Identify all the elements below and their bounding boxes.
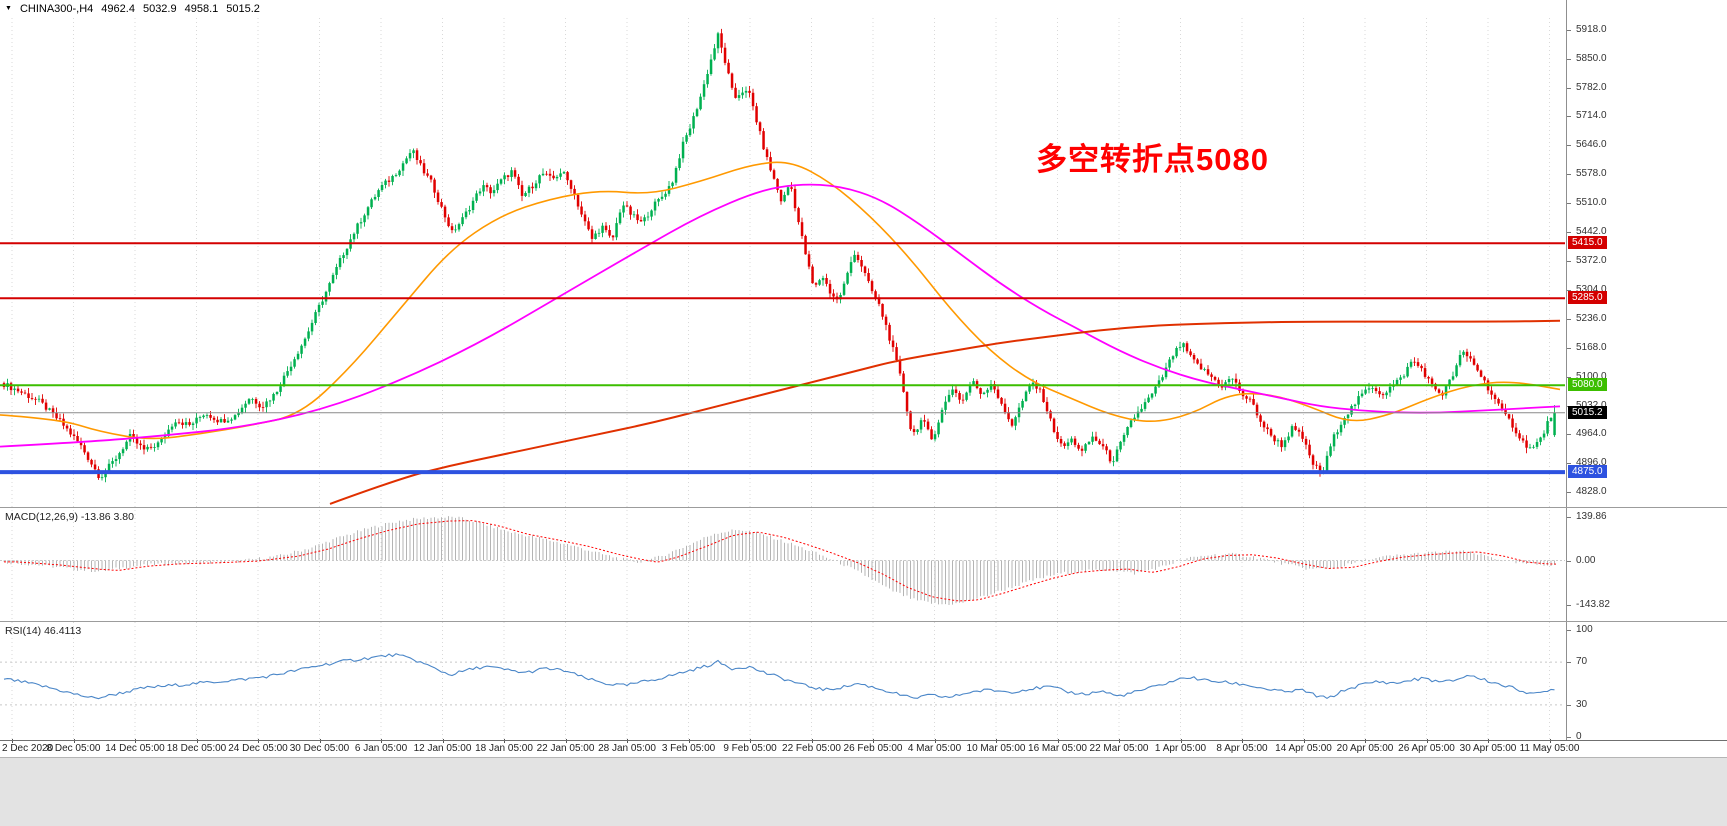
price-axis-label: 5100.0 — [1576, 371, 1607, 382]
ohlc-high: 5032.9 — [142, 3, 177, 15]
time-axis-label: 2 Dec 2020 — [2, 743, 54, 754]
current-price-tag: 5015.2 — [1568, 406, 1607, 419]
panel-separator-macd[interactable] — [0, 507, 1727, 508]
price-tag-5285.0: 5285.0 — [1568, 291, 1607, 304]
rsi-axis-label: 70 — [1576, 656, 1588, 667]
time-axis-label: 30 Dec 05:00 — [289, 743, 350, 754]
price-axis-label: 5646.0 — [1576, 139, 1607, 150]
time-axis-label: 12 Jan 05:00 — [413, 743, 472, 754]
price-axis-label: 5304.0 — [1576, 284, 1607, 295]
macd-indicator-label: MACD(12,26,9) -13.86 3.80 — [5, 511, 134, 523]
time-axis-label: 14 Dec 05:00 — [105, 743, 165, 754]
time-axis-label: 9 Feb 05:00 — [723, 743, 777, 754]
ohlc-low: 4958.1 — [184, 3, 219, 15]
time-axis-label: 28 Jan 05:00 — [598, 743, 656, 754]
price-tag-5080.0: 5080.0 — [1568, 378, 1607, 391]
price-axis-label: 4828.0 — [1576, 486, 1607, 497]
symbol-title: CHINA300-,H4 — [19, 3, 94, 15]
macd-signal-line — [4, 520, 1557, 602]
price-axis-label: 5918.0 — [1576, 24, 1607, 35]
price-axis-label: 5850.0 — [1576, 53, 1607, 64]
time-axis-label: 24 Dec 05:00 — [228, 743, 288, 754]
price-tag-4875.0: 4875.0 — [1568, 465, 1607, 478]
time-axis-line — [0, 740, 1727, 741]
price-axis-label: 5578.0 — [1576, 168, 1607, 179]
price-axis: 5918.0 5850.0 5782.0 5714.0 5646.0 5578.0 5510… — [1566, 0, 1727, 742]
ohlc-open: 4962.4 — [101, 3, 135, 15]
time-axis-label: 30 Apr 05:00 — [1459, 743, 1517, 754]
time-axis-label: 4 Mar 05:00 — [907, 743, 962, 754]
time-axis-label: 16 Mar 05:00 — [1028, 743, 1087, 754]
rsi-indicator-label: RSI(14) 46.4113 — [5, 625, 82, 637]
price-tag-5415.0: 5415.0 — [1568, 236, 1607, 249]
price-axis-label: 5168.0 — [1576, 342, 1607, 353]
panel-separator-rsi[interactable] — [0, 621, 1727, 622]
time-axis-label: 3 Feb 05:00 — [661, 743, 716, 754]
time-axis-label: 22 Jan 05:00 — [536, 743, 595, 754]
chart-canvas[interactable] — [0, 0, 1565, 740]
ohlc-close: 5015.2 — [226, 3, 260, 15]
price-axis-label: 5782.0 — [1576, 82, 1607, 93]
price-axis-label: 4896.0 — [1576, 457, 1607, 468]
price-axis-label: 5372.0 — [1576, 255, 1607, 266]
macd-histogram — [3, 516, 1555, 605]
macd-axis-label: 0.00 — [1576, 555, 1596, 566]
rsi-axis-label: 30 — [1576, 699, 1588, 710]
time-axis-label: 26 Feb 05:00 — [843, 743, 903, 754]
time-axis-label: 10 Mar 05:00 — [966, 743, 1026, 754]
time-axis: 2 Dec 2020 8 Dec 05:00 14 Dec 05:00 18 Dec … — [0, 739, 1727, 756]
time-axis-label: 8 Apr 05:00 — [1216, 743, 1268, 754]
time-axis-label: 18 Dec 05:00 — [166, 743, 227, 754]
time-axis-label: 11 May 05:00 — [1519, 743, 1580, 754]
macd-axis-label: 139.86 — [1576, 511, 1607, 522]
time-axis-label: 26 Apr 05:00 — [1398, 743, 1455, 754]
ma-slow-red — [329, 319, 1561, 505]
time-axis-label: 1 Apr 05:00 — [1154, 743, 1207, 754]
candlestick-series — [2, 28, 1556, 483]
time-axis-label: 22 Mar 05:00 — [1089, 743, 1149, 754]
chart-annotation-text: 多空转折点5080 — [1036, 142, 1269, 177]
price-axis-label: 5032.0 — [1576, 400, 1607, 411]
grid-lines — [11, 18, 1550, 739]
rsi-line — [3, 653, 1555, 700]
macd-axis-label: -143.82 — [1576, 599, 1610, 610]
rsi-axis-label: 100 — [1576, 624, 1593, 635]
price-axis-label: 4964.0 — [1576, 428, 1607, 439]
symbol-info-bar: ▼ CHINA300-,H4 4962.4 5032.9 4958.1 5015… — [5, 3, 260, 15]
ma-fast-orange — [0, 161, 1561, 440]
price-axis-label: 5510.0 — [1576, 197, 1607, 208]
price-axis-label: 5714.0 — [1576, 110, 1607, 121]
symbol-marker-icon[interactable]: ▼ — [5, 4, 12, 12]
window-bottom-strip — [0, 757, 1727, 826]
rsi-axis-label: 0 — [1576, 731, 1582, 742]
ma-medium-magenta — [0, 183, 1561, 448]
time-axis-label: 20 Apr 05:00 — [1336, 743, 1394, 754]
time-axis-label: 6 Jan 05:00 — [354, 743, 408, 754]
price-axis-label: 5236.0 — [1576, 313, 1607, 324]
time-axis-label: 18 Jan 05:00 — [475, 743, 533, 754]
time-axis-label: 22 Feb 05:00 — [782, 743, 841, 754]
time-axis-label: 14 Apr 05:00 — [1275, 743, 1332, 754]
price-axis-label: 5442.0 — [1576, 226, 1607, 237]
time-axis-label: 8 Dec 05:00 — [46, 743, 101, 754]
